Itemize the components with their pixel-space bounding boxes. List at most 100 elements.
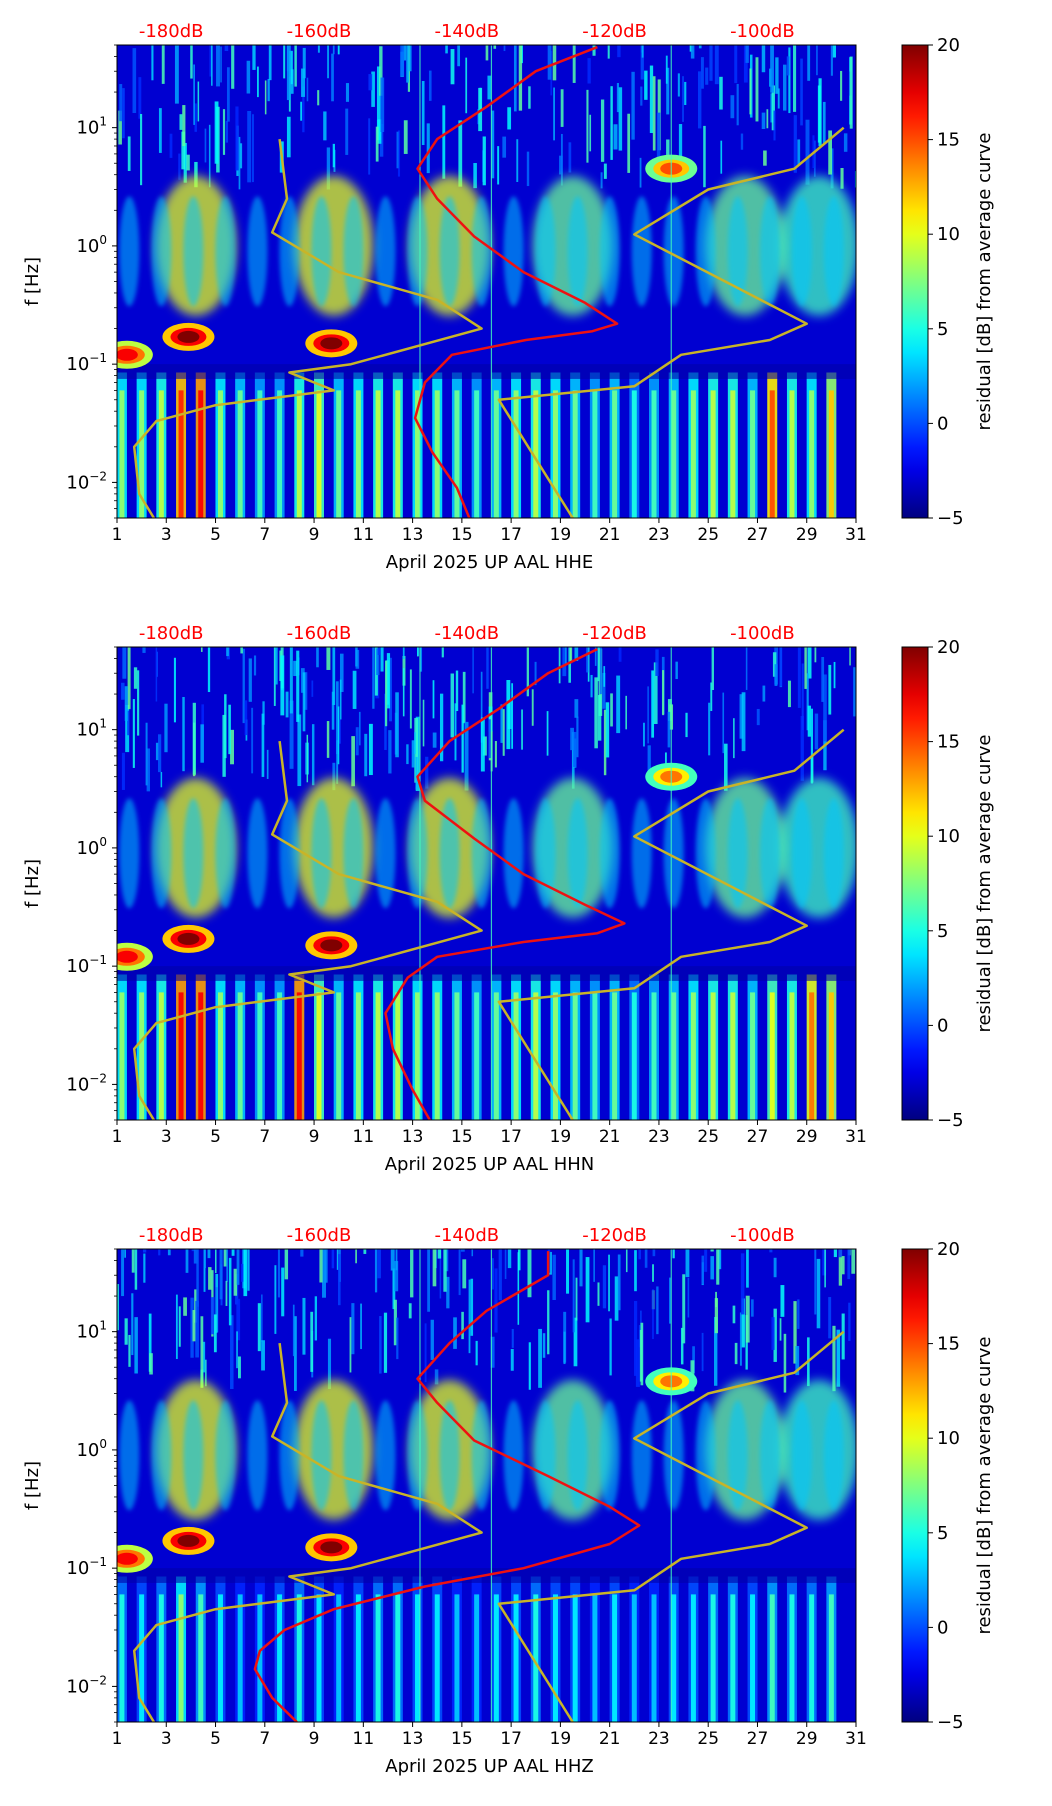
spectrogram-panel-hhe: 1 3 5 7 9 11 13 15 17 19 21 23 25 27 29 31 April 2025 UP… (0, 0, 1052, 602)
band-core (730, 1594, 736, 1722)
hf-streak (800, 716, 804, 781)
hot-spot (177, 932, 200, 945)
hf-streak (293, 660, 297, 677)
hf-streak (323, 111, 327, 141)
hf-streak (236, 1298, 241, 1341)
microseism-fringe-strip (215, 1400, 236, 1511)
hf-streak (339, 719, 341, 744)
band-core (769, 390, 775, 518)
microseism-fringe-strip (727, 196, 748, 307)
high-frequency-texture (117, 1249, 856, 1393)
hf-streak (716, 1249, 720, 1285)
hf-streak (675, 661, 678, 680)
hf-streak (392, 1268, 396, 1310)
hf-streak (360, 1303, 362, 1350)
x-tick-label: 21 (599, 525, 621, 545)
hf-streak (283, 45, 286, 79)
hf-streak (840, 70, 843, 101)
hf-streak (409, 45, 412, 72)
band-core (355, 1594, 361, 1722)
band-core (198, 1594, 204, 1722)
band-core (493, 992, 499, 1120)
hf-streak (633, 1301, 638, 1376)
microseism-fringe-strip (791, 196, 812, 307)
hf-streak (704, 1249, 708, 1272)
band-core (415, 1594, 421, 1722)
hf-streak (833, 661, 836, 689)
x-tick-label: 7 (259, 1729, 270, 1749)
band-core (336, 1594, 342, 1722)
hf-streak (652, 1264, 654, 1282)
hf-streak (332, 647, 336, 705)
hf-streak (289, 50, 293, 85)
hf-streak (472, 647, 474, 694)
hf-streak (461, 704, 464, 773)
hf-streak (614, 1276, 619, 1321)
hf-streak (257, 66, 259, 98)
hf-streak (771, 85, 775, 131)
hf-streak (651, 670, 655, 738)
y-tick-label: 100 (76, 233, 107, 257)
hf-streak (465, 57, 468, 114)
hf-streak (574, 699, 579, 718)
hf-streak (703, 125, 706, 188)
hf-streak (174, 45, 179, 104)
hf-streak (277, 1249, 280, 1298)
microseism-fringe-strip (247, 196, 268, 307)
hf-streak (211, 45, 213, 86)
hot-spots (117, 762, 698, 971)
hf-streak (853, 667, 856, 717)
hf-streak (518, 45, 523, 111)
hf-streak (204, 1249, 206, 1269)
hf-streak (739, 1312, 742, 1366)
hf-streak (692, 1346, 695, 1374)
hf-streak (732, 1305, 736, 1324)
hf-streak (786, 56, 790, 76)
hf-streak (701, 1332, 704, 1372)
hf-streak (822, 101, 826, 144)
hf-streak (562, 647, 567, 677)
hf-streak (368, 74, 373, 91)
band-core (257, 1594, 263, 1722)
hf-streak (687, 1277, 690, 1318)
hf-streak (610, 86, 613, 160)
microseism-blob (779, 175, 856, 316)
microseism-fringe-strip (663, 1400, 684, 1511)
hf-streak (741, 1298, 745, 1348)
hf-streak (190, 1297, 194, 1358)
hf-streak (134, 1317, 138, 1374)
x-tick-label: 11 (353, 525, 375, 545)
hf-streak (306, 77, 309, 102)
hf-streak (805, 119, 810, 185)
hf-streak (124, 1318, 128, 1345)
hf-streak (774, 664, 778, 686)
band-core (572, 390, 578, 518)
x-tick-label: 29 (796, 1729, 818, 1749)
colorbar-label: residual [dB] from average curve (974, 734, 995, 1032)
x-tick-label: 15 (451, 1127, 473, 1147)
average-psd-curve (413, 45, 619, 518)
band-core (631, 992, 637, 1120)
hf-streak (603, 666, 606, 687)
hf-streak (316, 647, 319, 668)
hf-streak (488, 706, 493, 732)
hf-streak (773, 110, 776, 141)
x-tick-label: 7 (259, 1127, 270, 1147)
hf-streak (836, 1329, 841, 1387)
hf-streak (332, 45, 335, 55)
hf-streak (239, 143, 243, 169)
hf-streak (294, 1316, 297, 1391)
hf-streak (426, 123, 430, 174)
hf-streak (498, 1249, 502, 1301)
top-db-label: -140dB (434, 1225, 499, 1246)
colorbar-tick-label: 20 (937, 637, 960, 658)
hf-streak (828, 664, 832, 715)
noise-model-curve-2 (497, 728, 845, 1120)
hf-streak (368, 118, 371, 175)
hf-streak (225, 120, 229, 143)
hf-streak (215, 1287, 218, 1334)
microseism-fringe-strip (631, 1400, 652, 1511)
hf-streak (597, 1282, 600, 1306)
microseism-fringe-strip (599, 798, 620, 909)
